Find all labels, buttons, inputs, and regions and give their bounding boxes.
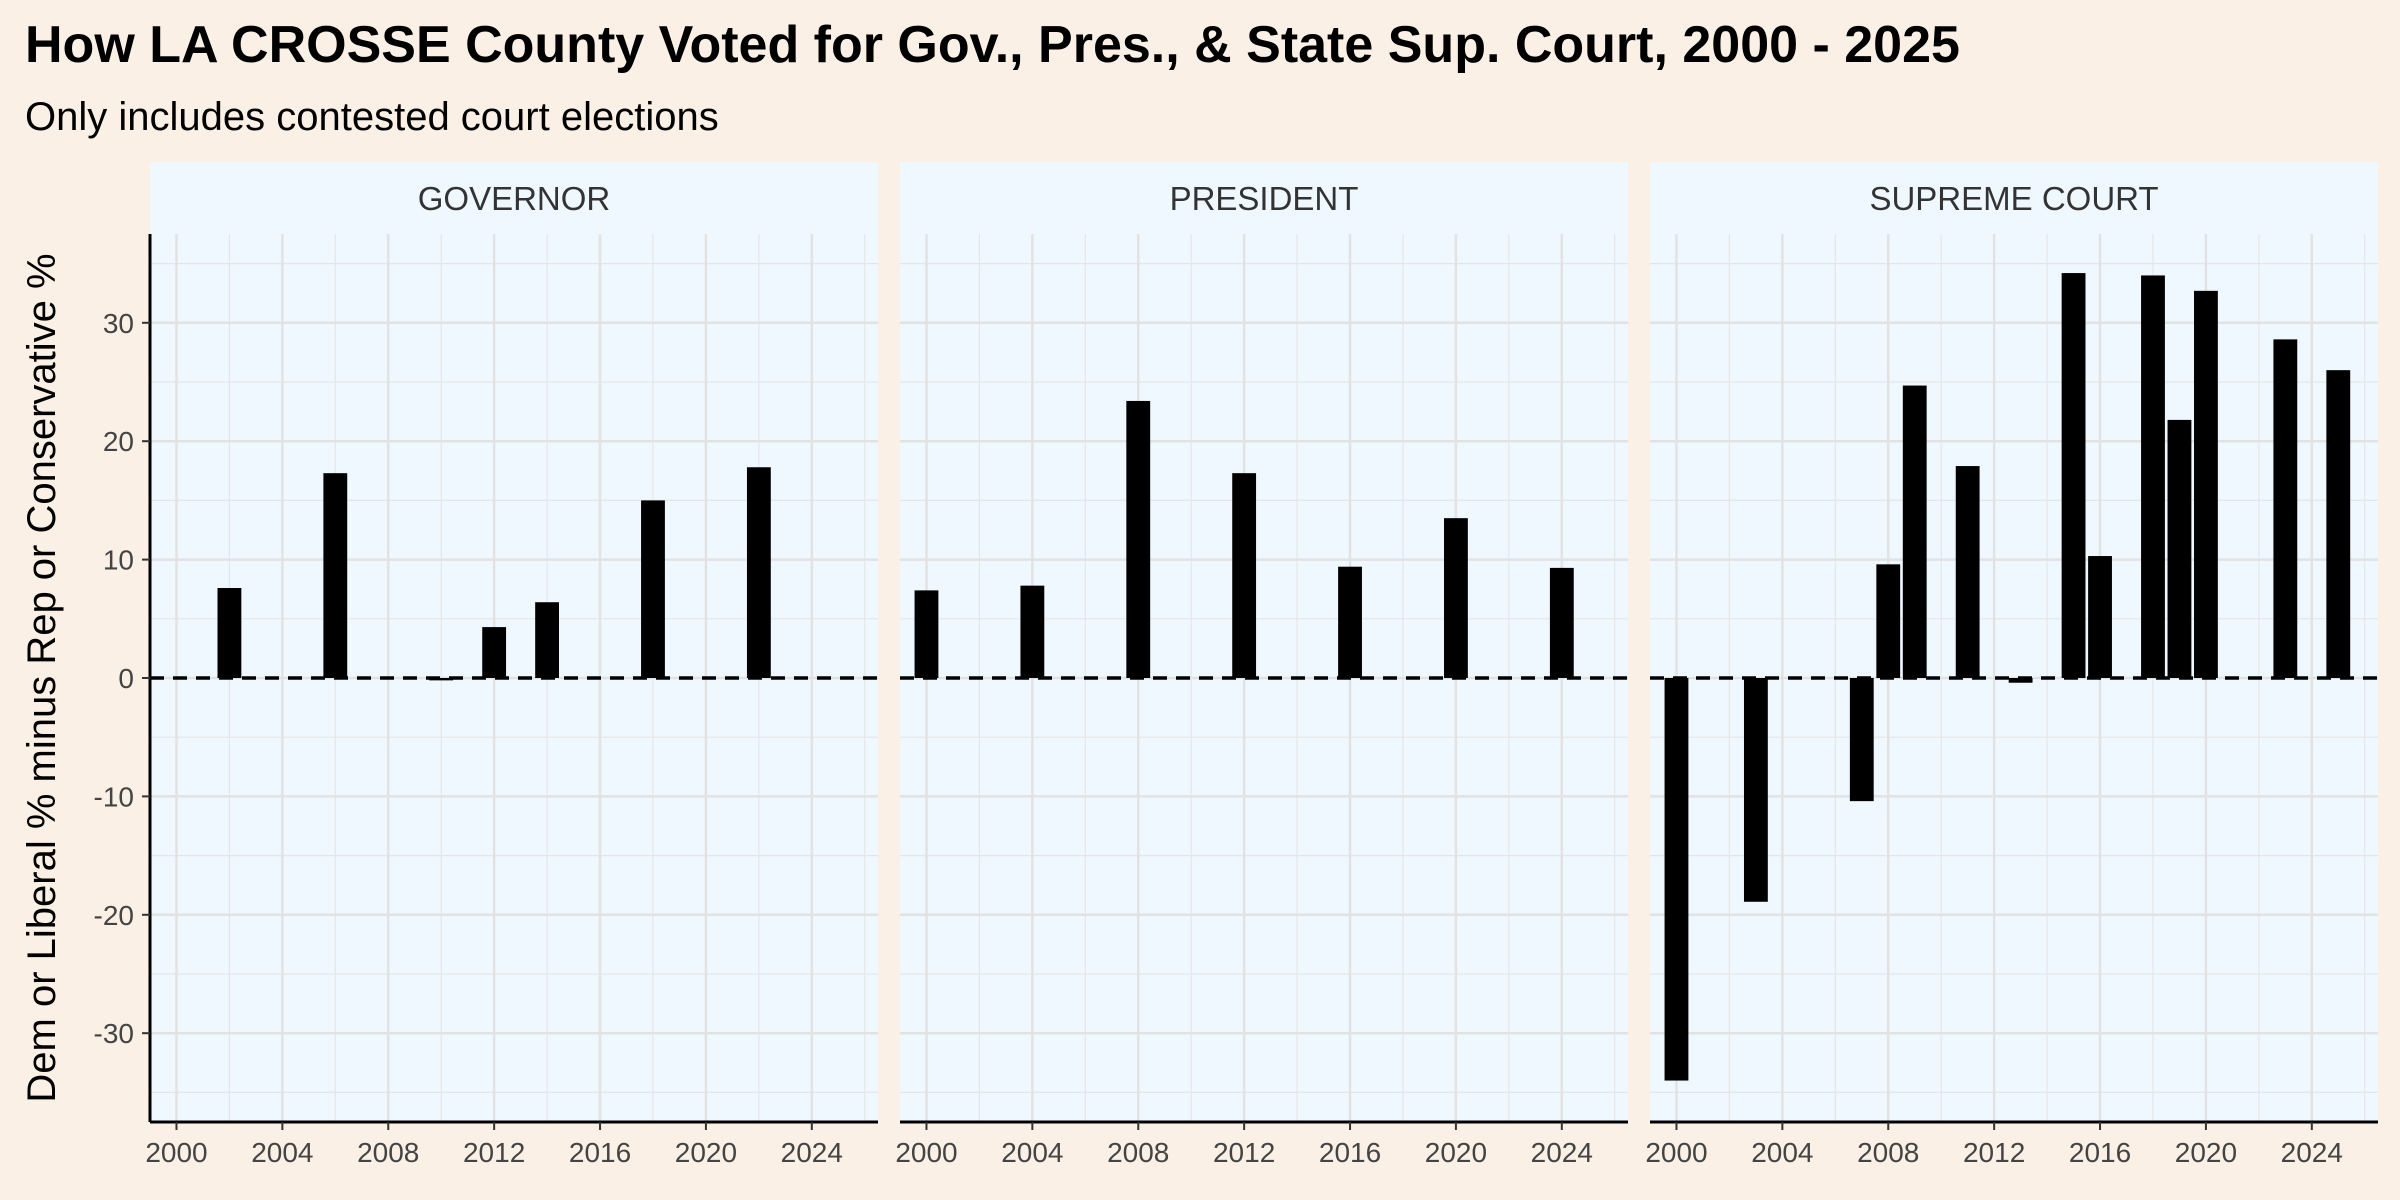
bar-supreme-court-2000	[1664, 678, 1689, 1081]
x-tick-label: 2000	[895, 1137, 957, 1168]
bar-supreme-court-2025	[2326, 370, 2351, 678]
chart-title: How LA CROSSE County Voted for Gov., Pre…	[25, 16, 1960, 74]
strip-label-supreme-court: SUPREME COURT	[1869, 180, 2158, 217]
bar-governor-2014	[535, 602, 560, 678]
x-tick-label: 2016	[1319, 1137, 1381, 1168]
x-tick-label: 2024	[1531, 1137, 1593, 1168]
panel-governor: GOVERNOR -30 -20 -10 0 10 20 30 2000 2004 2008 2012…	[94, 162, 878, 1168]
panel-supreme-court: SUPREME COURT 2000 2004 2008 2012 2016 2020 202…	[1645, 162, 2378, 1168]
x-tick-label: 2012	[1213, 1137, 1275, 1168]
y-tick-label: -10	[94, 781, 134, 812]
bar-supreme-court-2016	[2088, 556, 2112, 678]
strip-label-governor: GOVERNOR	[418, 180, 611, 217]
bar-supreme-court-2008	[1876, 564, 1901, 678]
strip-background	[900, 162, 1628, 234]
strip-background	[150, 162, 878, 234]
bar-supreme-court-2018	[2141, 275, 2165, 678]
x-tick-label: 2016	[569, 1137, 631, 1168]
strip-background	[1650, 162, 2378, 234]
strip-label-president: PRESIDENT	[1170, 180, 1359, 217]
bar-governor-2002	[217, 588, 242, 678]
y-tick-label: 0	[118, 663, 134, 694]
y-axis-label: Dem or Liberal % minus Rep or Conservati…	[20, 253, 64, 1102]
y-tick-label: 10	[103, 545, 134, 576]
y-tick-label: -20	[94, 900, 134, 931]
bar-supreme-court-2020	[2194, 290, 2218, 678]
x-tick-label: 2024	[2281, 1137, 2343, 1168]
bar-president-2016	[1338, 566, 1362, 678]
bar-governor-2018	[641, 500, 665, 678]
bar-president-2008	[1126, 400, 1151, 678]
bar-supreme-court-2011	[1955, 466, 1980, 678]
x-tick-label: 2012	[1963, 1137, 2025, 1168]
x-tick-label: 2024	[781, 1137, 843, 1168]
bar-supreme-court-2019	[2167, 419, 2192, 678]
x-tick-label: 2016	[2069, 1137, 2131, 1168]
bar-supreme-court-2003	[1743, 678, 1768, 902]
x-tick-label: 2012	[463, 1137, 525, 1168]
bar-supreme-court-2009	[1902, 385, 1927, 678]
x-tick-label: 2008	[1857, 1137, 1919, 1168]
panel-president: PRESIDENT 2000 2004 2008 2012 2016 2020 2024	[895, 162, 1628, 1168]
bar-governor-2006	[323, 473, 348, 678]
x-tick-label: 2004	[251, 1137, 313, 1168]
bar-supreme-court-2023	[2273, 339, 2298, 678]
bar-governor-2010	[429, 678, 454, 681]
bar-supreme-court-2013	[2008, 678, 2033, 683]
bar-supreme-court-2015	[2061, 273, 2086, 678]
x-tick-label: 2008	[1107, 1137, 1169, 1168]
x-tick-label: 2000	[145, 1137, 207, 1168]
bar-president-2012	[1232, 473, 1257, 678]
bar-governor-2012	[482, 627, 507, 678]
y-tick-label: -30	[94, 1018, 134, 1049]
x-tick-label: 2000	[1645, 1137, 1707, 1168]
x-tick-label: 2004	[1001, 1137, 1063, 1168]
x-tick-label: 2004	[1751, 1137, 1813, 1168]
bar-president-2024	[1549, 567, 1574, 678]
bar-president-2004	[1020, 585, 1045, 678]
x-tick-label: 2020	[1425, 1137, 1487, 1168]
bar-president-2020	[1444, 518, 1468, 678]
x-tick-label: 2008	[357, 1137, 419, 1168]
x-tick-label: 2020	[2175, 1137, 2237, 1168]
x-tick-label: 2020	[675, 1137, 737, 1168]
facet-panels: GOVERNOR -30 -20 -10 0 10 20 30 2000 2004 2008 2012…	[94, 162, 2378, 1168]
bar-supreme-court-2007	[1849, 678, 1874, 802]
y-tick-label: 20	[103, 426, 134, 457]
bar-governor-2022	[746, 467, 771, 678]
bar-president-2000	[914, 590, 939, 678]
chart-subtitle: Only includes contested court elections	[25, 95, 719, 139]
y-tick-label: 30	[103, 308, 134, 339]
